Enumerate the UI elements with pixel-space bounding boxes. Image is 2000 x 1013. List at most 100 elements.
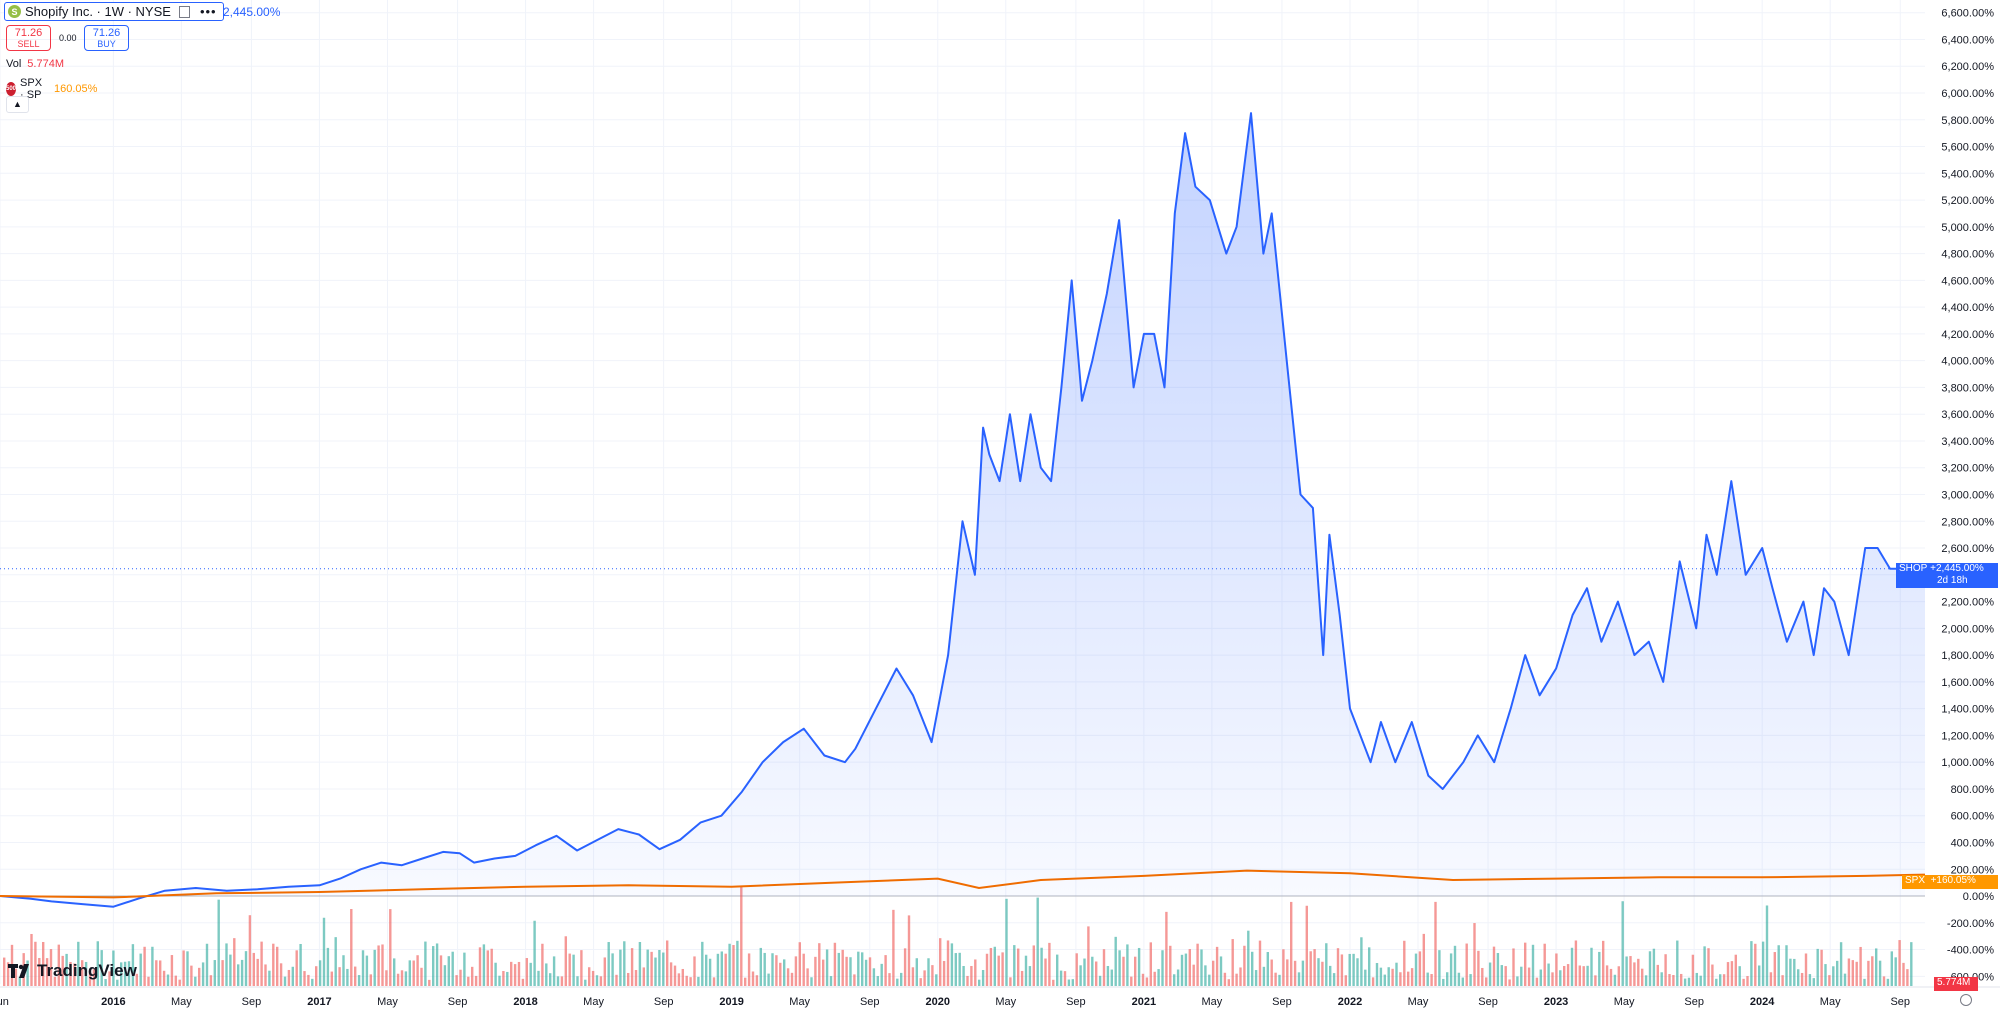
x-tick-label: Sep [1478, 996, 1498, 1008]
volume-bar [1500, 965, 1503, 986]
volume-bar [1574, 940, 1578, 986]
volume-bar [1586, 965, 1589, 986]
symbol-title[interactable]: Shopify Inc. · 1W · NYSE [25, 4, 171, 19]
volume-bar [1301, 960, 1305, 986]
volume-bar [439, 955, 443, 986]
x-tick-label: Jun [0, 996, 9, 1008]
volume-bar [584, 979, 587, 986]
more-options-icon[interactable]: ••• [199, 4, 217, 19]
x-tick-label: May [583, 996, 604, 1008]
volume-bar [443, 965, 447, 986]
volume-bar [1566, 964, 1570, 986]
volume-bar [806, 968, 809, 986]
volume-bar [1676, 940, 1679, 986]
volume-bar [287, 969, 291, 986]
y-tick-label: 2,600.00% [1941, 543, 1994, 555]
volume-bar [1040, 947, 1043, 986]
volume-bar [892, 909, 895, 986]
y-tick-label: 1,600.00% [1941, 677, 1994, 689]
volume-bar [346, 968, 349, 986]
volume-price-tag: 5.774M [1934, 977, 1978, 991]
volume-bar [1699, 975, 1702, 986]
volume-bar [1036, 897, 1039, 986]
volume-bar [1512, 948, 1515, 986]
volume-bar [467, 976, 470, 986]
volume-bar [962, 966, 965, 986]
volume-bar [591, 970, 595, 986]
volume-bar [654, 957, 657, 986]
settings-icon[interactable] [1960, 994, 1972, 1006]
volume-bar [1473, 923, 1476, 986]
volume-bar [1106, 965, 1110, 986]
y-tick-label: 600.00% [1951, 811, 1995, 823]
volume-bar [494, 962, 497, 986]
volume-bar [623, 941, 626, 986]
volume-bar [658, 949, 661, 986]
volume-bar [825, 949, 829, 986]
volume-bar [1262, 966, 1266, 986]
volume-bar [1403, 940, 1406, 986]
volume-bar [997, 955, 1000, 986]
volume-bar [389, 909, 392, 986]
volume-bar [408, 960, 411, 986]
volume-bar [759, 947, 762, 986]
flag-icon[interactable] [178, 5, 190, 18]
y-tick-label: 5,400.00% [1941, 168, 1994, 180]
volume-bar [92, 969, 96, 986]
x-tick-label: May [789, 996, 810, 1008]
volume-bar [404, 971, 408, 986]
volume-bar [693, 956, 696, 986]
volume-bar [1609, 968, 1613, 986]
volume-bar [1204, 965, 1207, 986]
volume-bar [108, 971, 111, 986]
volume-bar [244, 951, 248, 986]
volume-bar [248, 915, 252, 986]
y-tick-label: 2,800.00% [1941, 516, 1994, 528]
volume-bar [872, 968, 876, 986]
volume-bar [1832, 966, 1835, 986]
volume-bar [1664, 954, 1667, 986]
collapse-legend-button[interactable]: ▲ [6, 96, 29, 113]
volume-bar [151, 946, 154, 986]
x-tick-label: 2019 [719, 996, 743, 1008]
volume-bar [1258, 940, 1262, 986]
x-tick-label: May [171, 996, 192, 1008]
volume-legend[interactable]: Vol 5.774M [6, 58, 64, 70]
volume-bar [100, 950, 103, 986]
volume-bar [1539, 969, 1542, 986]
volume-bar [1524, 942, 1527, 986]
volume-bar [1492, 946, 1496, 986]
y-tick-label: 5,800.00% [1941, 115, 1994, 127]
volume-bar [34, 941, 37, 986]
volume-bar [1063, 971, 1067, 986]
tradingview-logo[interactable]: TradingView [8, 961, 137, 981]
volume-bar [712, 977, 716, 986]
volume-bar [1527, 967, 1531, 986]
volume-bar [1734, 954, 1737, 986]
volume-bar [311, 978, 314, 986]
buy-button[interactable]: 71.26 BUY [84, 25, 129, 51]
volume-bar [1707, 948, 1710, 986]
volume-bar [1481, 967, 1484, 986]
volume-bar [1605, 965, 1609, 986]
volume-bar [798, 942, 801, 986]
volume-bar [482, 944, 486, 986]
volume-bar [45, 958, 49, 986]
volume-bar [1079, 965, 1082, 986]
volume-bar [1668, 974, 1671, 986]
shop-price-tag: SHOP +2,445.00% 2d 18h [1896, 563, 1998, 588]
sell-button[interactable]: 71.26 SELL [6, 25, 51, 51]
volume-bar [677, 973, 681, 986]
volume-bar [1875, 948, 1878, 986]
volume-bar [853, 974, 856, 986]
volume-bar [1231, 939, 1234, 986]
compare-legend[interactable]: 500 SPX · SP 160.05% [6, 77, 97, 101]
volume-bar [451, 951, 454, 986]
volume-bar [502, 971, 505, 986]
volume-bar [120, 962, 123, 986]
y-tick-label: 4,400.00% [1941, 302, 1994, 314]
symbol-title-box[interactable]: S Shopify Inc. · 1W · NYSE ••• [4, 2, 224, 21]
volume-bar [927, 958, 930, 986]
volume-bar [194, 976, 197, 986]
